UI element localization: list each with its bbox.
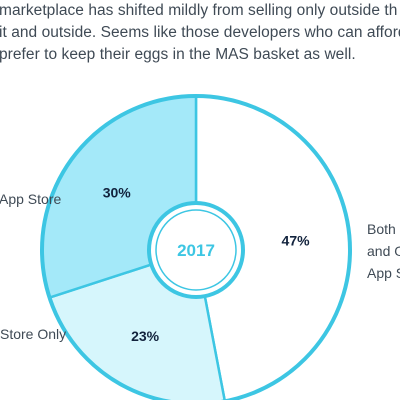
paragraph-line-1: marketplace has shifted mildly from sell…	[0, 2, 398, 19]
legend-label-app-store: App Store	[0, 191, 62, 207]
slice-value-label-1: 47%	[282, 233, 311, 249]
center-inner-circle	[155, 209, 237, 291]
slice-value-label-2: 23%	[131, 328, 160, 344]
center-label: 2017	[177, 241, 215, 260]
legend-label-both-line-3: App S	[367, 265, 400, 281]
paragraph-line-2: it and outside. Seems like those develop…	[0, 24, 400, 41]
legend-label-store-only: Store Only	[0, 326, 67, 342]
slice-value-label-3: 30%	[103, 184, 132, 200]
intro-paragraph: marketplace has shifted mildly from sell…	[0, 0, 400, 66]
legend-label-both-line-2: and O	[367, 243, 400, 259]
outer-ring	[40, 94, 352, 400]
legend-label-both-line-1: Both	[367, 221, 396, 237]
paragraph-line-3: prefer to keep their eggs in the MAS bas…	[0, 46, 356, 63]
legend-label-both: Both and O App S	[367, 218, 400, 284]
